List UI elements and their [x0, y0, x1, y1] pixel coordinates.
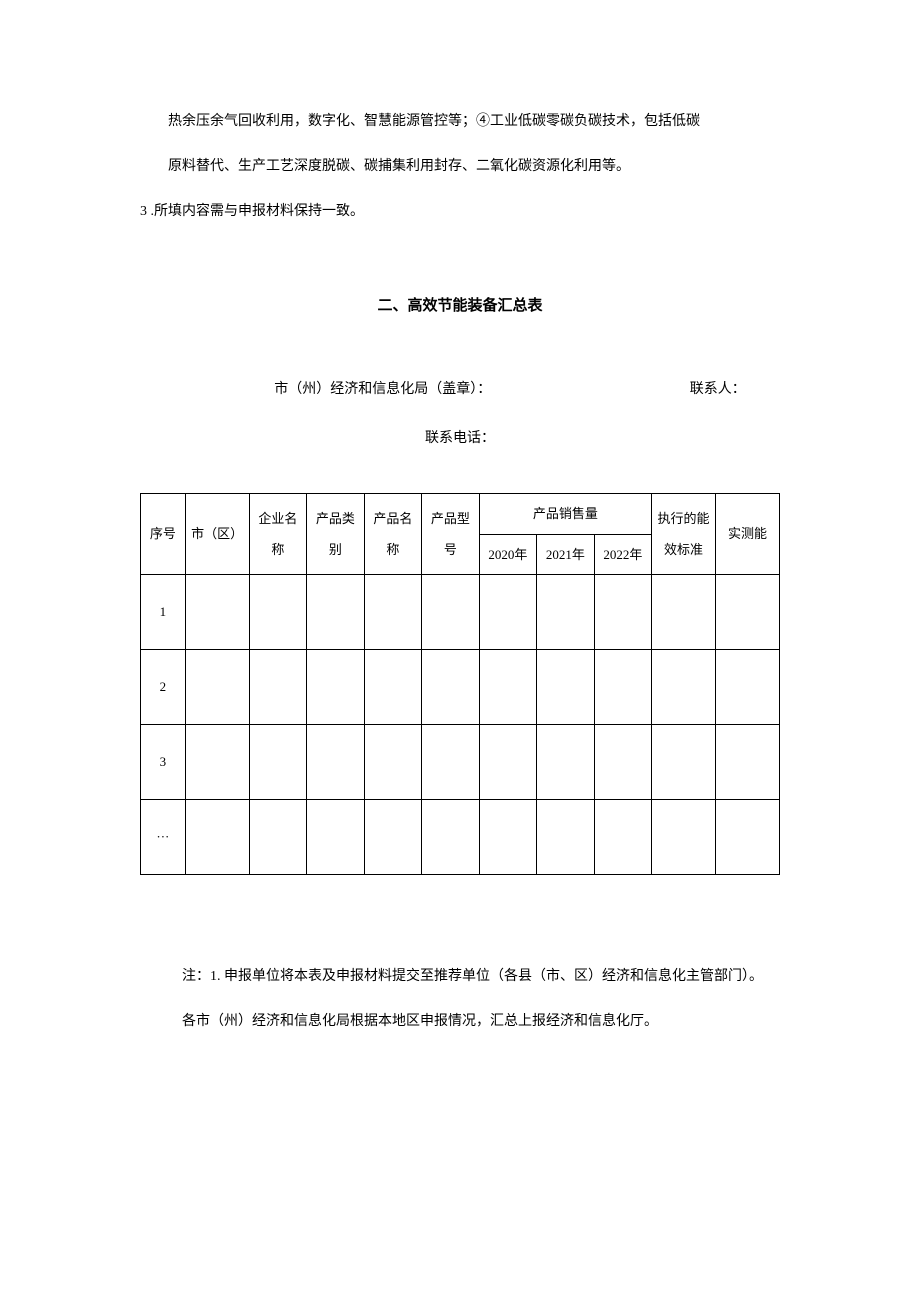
table-row: 3 [141, 724, 780, 799]
cell-y2020 [479, 799, 537, 874]
cell-y2022 [594, 799, 652, 874]
cell-y2020 [479, 724, 537, 799]
cell-measured [716, 724, 780, 799]
cell-category [307, 724, 365, 799]
cell-seq: 1 [141, 574, 186, 649]
cell-standard [652, 574, 716, 649]
col-standard: 执行的能效标准 [652, 494, 716, 574]
notes-block: 注：1. 申报单位将本表及申报材料提交至推荐单位（各县（市、区）经济和信息化主管… [140, 955, 780, 1045]
contact-label: 联系人： [690, 365, 746, 414]
cell-model [422, 799, 480, 874]
cell-city [185, 574, 249, 649]
cell-measured [716, 574, 780, 649]
cell-measured [716, 649, 780, 724]
table-body: 1 2 3 [141, 574, 780, 874]
cell-product-name [364, 574, 422, 649]
section-2-title: 二、高效节能装备汇总表 [140, 294, 780, 315]
table-row: 1 [141, 574, 780, 649]
authority-label: 市（州）经济和信息化局（盖章）： [274, 382, 491, 397]
cell-category [307, 649, 365, 724]
cell-y2022 [594, 724, 652, 799]
cell-seq: 3 [141, 724, 186, 799]
phone-label: 联系电话： [140, 414, 780, 463]
cell-model [422, 574, 480, 649]
cell-model [422, 724, 480, 799]
equipment-summary-table: 序号 市（区） 企业名称 产品类别 产品名称 产品型号 产品销售量 执行的能效标… [140, 493, 780, 874]
cell-measured [716, 799, 780, 874]
cell-seq: ··· [141, 799, 186, 874]
cell-standard [652, 649, 716, 724]
cell-y2021 [537, 799, 595, 874]
cell-city [185, 649, 249, 724]
cell-enterprise [249, 724, 307, 799]
col-year-2022: 2022年 [594, 534, 652, 574]
cell-product-name [364, 649, 422, 724]
cell-seq: 2 [141, 649, 186, 724]
cell-y2020 [479, 574, 537, 649]
col-measured: 实测能 [716, 494, 780, 574]
col-year-2020: 2020年 [479, 534, 537, 574]
cell-enterprise [249, 799, 307, 874]
cell-y2022 [594, 574, 652, 649]
notes-line-2: 各市（州）经济和信息化局根据本地区申报情况，汇总上报经济和信息化厅。 [140, 1000, 780, 1045]
col-enterprise: 企业名称 [249, 494, 307, 574]
table-header-row-1: 序号 市（区） 企业名称 产品类别 产品名称 产品型号 产品销售量 执行的能效标… [141, 494, 780, 534]
cell-product-name [364, 724, 422, 799]
cell-city [185, 724, 249, 799]
cell-enterprise [249, 574, 307, 649]
form-meta: 市（州）经济和信息化局（盖章）： 联系人： 联系电话： [140, 365, 780, 463]
table-row: 2 [141, 649, 780, 724]
cell-y2021 [537, 724, 595, 799]
table-row: ··· [141, 799, 780, 874]
col-model: 产品型号 [422, 494, 480, 574]
cell-category [307, 574, 365, 649]
col-product-name: 产品名称 [364, 494, 422, 574]
intro-item-3: 3 .所填内容需与申报材料保持一致。 [140, 190, 780, 235]
intro-paragraph-1: 热余压余气回收利用，数字化、智慧能源管控等；④工业低碳零碳负碳技术，包括低碳 [140, 100, 780, 145]
col-city: 市（区） [185, 494, 249, 574]
cell-standard [652, 799, 716, 874]
cell-model [422, 649, 480, 724]
cell-city [185, 799, 249, 874]
cell-y2022 [594, 649, 652, 724]
cell-standard [652, 724, 716, 799]
cell-y2021 [537, 649, 595, 724]
col-category: 产品类别 [307, 494, 365, 574]
notes-line-1: 注：1. 申报单位将本表及申报材料提交至推荐单位（各县（市、区）经济和信息化主管… [140, 955, 780, 1000]
col-year-2021: 2021年 [537, 534, 595, 574]
cell-product-name [364, 799, 422, 874]
intro-paragraph-2: 原料替代、生产工艺深度脱碳、碳捕集利用封存、二氧化碳资源化利用等。 [140, 145, 780, 190]
cell-enterprise [249, 649, 307, 724]
col-seq: 序号 [141, 494, 186, 574]
cell-category [307, 799, 365, 874]
cell-y2020 [479, 649, 537, 724]
col-sales: 产品销售量 [479, 494, 652, 534]
cell-y2021 [537, 574, 595, 649]
